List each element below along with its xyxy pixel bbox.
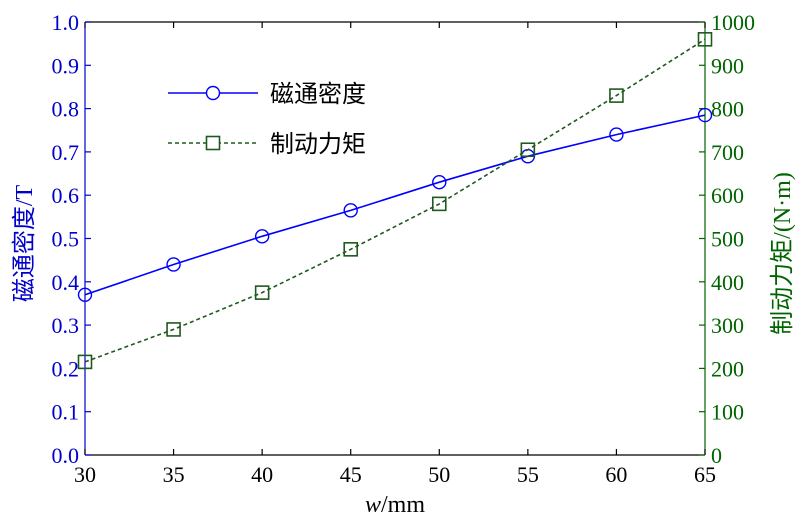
left-y-tick-label: 0.1 xyxy=(52,400,80,425)
x-tick-label: 65 xyxy=(694,462,716,487)
x-tick-label: 45 xyxy=(340,462,362,487)
x-axis-title-variable: w xyxy=(365,492,381,518)
series-1-point xyxy=(77,287,93,302)
series-2-point xyxy=(77,354,93,370)
left-y-tick-label: 0.7 xyxy=(52,140,80,165)
series-line-2 xyxy=(84,38,706,363)
right-y-tick-label: 500 xyxy=(711,227,744,252)
right-y-axis-title: 制动力矩/(N·m) xyxy=(769,172,796,335)
left-y-tick-label: 0.8 xyxy=(52,97,80,122)
left-y-axis-title: 磁通密度/T xyxy=(11,184,38,302)
series-2-point xyxy=(609,88,624,103)
series-2-point xyxy=(431,196,447,212)
left-y-tick-label: 0.0 xyxy=(52,443,80,468)
x-tick-label: 55 xyxy=(517,462,539,487)
series-2-point xyxy=(343,242,359,257)
right-y-tick-label: 900 xyxy=(711,53,744,78)
legend-marker-1 xyxy=(205,85,221,101)
legend-marker-2 xyxy=(205,135,221,151)
x-tick-label: 30 xyxy=(74,462,96,487)
series-2-point xyxy=(697,32,713,47)
x-tick-label: 50 xyxy=(428,462,450,487)
x-tick-label: 40 xyxy=(251,462,273,487)
series-1-point xyxy=(254,229,270,244)
right-y-tick-label: 100 xyxy=(711,400,744,425)
left-y-tick-label: 0.9 xyxy=(52,53,80,78)
right-y-tick-label: 1000 xyxy=(711,10,755,35)
series-2-point xyxy=(254,285,270,300)
right-y-tick-label: 800 xyxy=(711,97,744,122)
series-1-point xyxy=(432,175,447,190)
series-1-point xyxy=(343,203,358,218)
legend-label-2: 制动力矩 xyxy=(270,131,366,158)
right-y-tick-label: 300 xyxy=(711,313,744,338)
left-y-tick-label: 0.2 xyxy=(52,356,80,381)
series-1-point xyxy=(609,127,624,142)
x-tick-label: 35 xyxy=(163,462,185,487)
series-1-point xyxy=(697,107,713,123)
right-y-tick-label: 700 xyxy=(711,140,744,165)
left-y-tick-label: 0.3 xyxy=(52,313,80,338)
series-2-point xyxy=(520,142,536,158)
right-y-tick-label: 0 xyxy=(711,443,722,468)
left-y-tick-label: 0.6 xyxy=(52,183,80,208)
x-axis-title-unit: /mm xyxy=(381,492,425,518)
right-y-tick-label: 200 xyxy=(711,356,744,381)
x-tick-label: 60 xyxy=(605,462,627,487)
right-y-tick-label: 600 xyxy=(711,183,744,208)
left-y-tick-label: 0.4 xyxy=(52,270,80,295)
series-line-1 xyxy=(84,114,706,296)
left-y-tick-label: 0.5 xyxy=(52,227,80,252)
right-y-tick-label: 400 xyxy=(711,270,744,295)
series-1-point xyxy=(166,257,181,272)
series-2-point xyxy=(166,322,181,337)
x-axis-title: w/mm xyxy=(365,492,425,518)
legend-label-1: 磁通密度 xyxy=(270,81,366,108)
left-y-tick-label: 1.0 xyxy=(52,10,80,35)
